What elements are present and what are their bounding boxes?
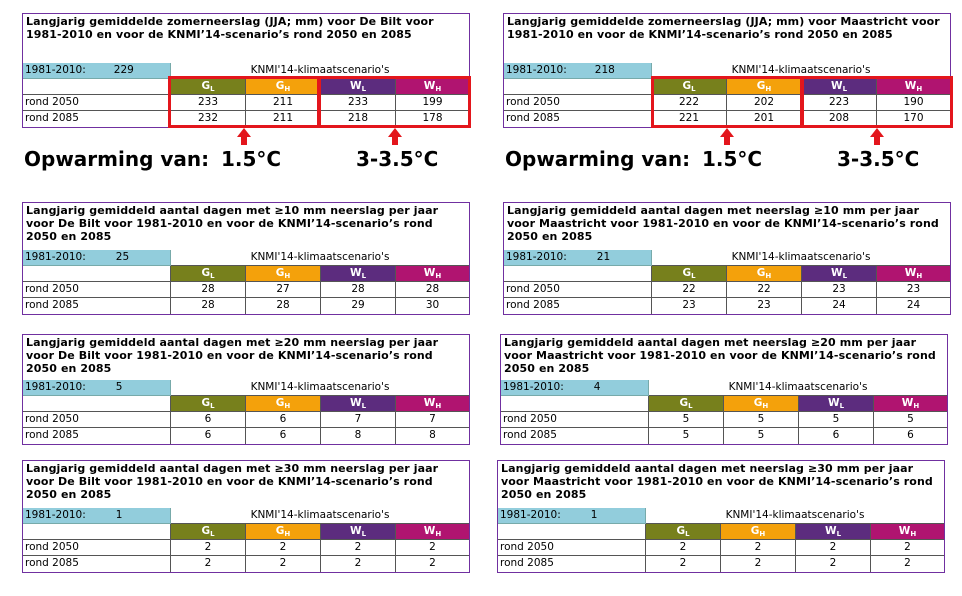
table-grid: 1981-2010: 4 KNMI'14-klimaatscenario's GL GH… — [501, 380, 947, 444]
scenario-wl-header: WL — [796, 524, 871, 540]
table-title: Langjarig gemiddelde zomerneerslag (JJA;… — [26, 15, 434, 41]
scenario-gl-header: GL — [652, 266, 727, 282]
table-row: rond 2050 233 211 233 199 — [23, 95, 469, 111]
table-maastricht-30mm: Langjarig gemiddeld aantal dagen met nee… — [497, 460, 945, 573]
table-grid: 1981-2010: 21 KNMI'14-klimaatscenario's GL G… — [504, 250, 950, 314]
scenario-gl-header: GL — [171, 396, 246, 412]
highlight-w-scenarios-debilt — [318, 76, 471, 128]
table-title: Langjarig gemiddeld aantal dagen met ≥20… — [26, 336, 439, 375]
table-row: rond 2050 222 202 223 190 — [504, 95, 950, 111]
table-row: rond 2085 23 23 24 24 — [504, 298, 950, 314]
scenario-wh-header: WH — [396, 266, 469, 282]
table-grid: 1981-2010: 5 KNMI'14-klimaatscenario's GL GH… — [23, 380, 469, 444]
scenario-wh-header: WH — [396, 524, 469, 540]
table-row: rond 2050 2 2 2 2 — [23, 540, 469, 556]
table-grid: 1981-2010: 229 KNMI'14-klimaatscenario's … — [23, 63, 469, 127]
table-debilt-30mm: Langjarig gemiddeld aantal dagen met ≥30… — [22, 460, 470, 573]
scenario-gl-header: GL — [171, 79, 246, 95]
table-title: Langjarig gemiddeld aantal dagen met ≥10… — [26, 204, 439, 243]
table-title: Langjarig gemiddeld aantal dagen met nee… — [504, 336, 936, 375]
table-row: rond 2050 28 27 28 28 — [23, 282, 469, 298]
scenario-wh-header: WH — [871, 524, 944, 540]
table-row: rond 2085 28 28 29 30 — [23, 298, 469, 314]
warming-label: Opwarming van: — [24, 147, 210, 171]
table-row: rond 2085 2 2 2 2 — [23, 556, 469, 572]
highlight-w-scenarios-maastricht — [801, 76, 953, 128]
table-maastricht-10mm: Langjarig gemiddeld aantal dagen met nee… — [503, 202, 951, 315]
scenario-wl-header: WL — [321, 79, 396, 95]
table-row: rond 2050 2 2 2 2 — [498, 540, 944, 556]
scenario-wh-header: WH — [877, 79, 950, 95]
scenario-wl-header: WL — [802, 79, 877, 95]
table-debilt-10mm: Langjarig gemiddeld aantal dagen met ≥10… — [22, 202, 470, 315]
highlight-g-scenarios-maastricht — [651, 76, 803, 128]
warming-w-value: 3-3.5°C — [837, 147, 920, 171]
table-grid: 1981-2010: 25 KNMI'14-klimaatscenario's GL G… — [23, 250, 469, 314]
table-maastricht-summer: Langjarig gemiddelde zomerneerslag (JJA;… — [503, 13, 951, 128]
table-grid: 1981-2010: 1 KNMI'14-klimaatscenario's GL GH… — [498, 508, 944, 572]
scenario-gl-header: GL — [652, 79, 727, 95]
table-title: Langjarig gemiddelde zomerneerslag (JJA;… — [507, 15, 940, 41]
scenario-gl-header: GL — [171, 524, 246, 540]
warming-g-value: 1.5°C — [221, 147, 282, 171]
table-maastricht-20mm: Langjarig gemiddeld aantal dagen met nee… — [500, 334, 948, 445]
table-row: rond 2050 22 22 23 23 — [504, 282, 950, 298]
scenario-gh-header: GH — [721, 524, 796, 540]
table-title: Langjarig gemiddeld aantal dagen met nee… — [507, 204, 939, 243]
scenario-wl-header: WL — [799, 396, 874, 412]
table-title: Langjarig gemiddeld aantal dagen met nee… — [501, 462, 933, 501]
scenario-gh-header: GH — [246, 396, 321, 412]
table-row: rond 2050 5 5 5 5 — [501, 412, 947, 428]
scenario-gh-header: GH — [724, 396, 799, 412]
scenario-gl-header: GL — [649, 396, 724, 412]
scenario-wh-header: WH — [396, 396, 469, 412]
scenario-gh-header: GH — [246, 266, 321, 282]
scenario-gl-header: GL — [171, 266, 246, 282]
highlight-g-scenarios-debilt — [168, 76, 320, 128]
table-debilt-20mm: Langjarig gemiddeld aantal dagen met ≥20… — [22, 334, 470, 445]
scenario-wh-header: WH — [396, 79, 469, 95]
table-debilt-summer: Langjarig gemiddelde zomerneerslag (JJA;… — [22, 13, 470, 128]
table-grid: 1981-2010: 1 KNMI'14-klimaatscenario's GL GH… — [23, 508, 469, 572]
scenario-wl-header: WL — [321, 396, 396, 412]
table-grid: 1981-2010: 218 KNMI'14-klimaatscenario's … — [504, 63, 950, 127]
warming-w-value: 3-3.5°C — [356, 147, 439, 171]
warming-label: Opwarming van: — [505, 147, 691, 171]
scenario-wl-header: WL — [321, 524, 396, 540]
scenario-gl-header: GL — [646, 524, 721, 540]
table-row: rond 2085 6 6 8 8 — [23, 428, 469, 444]
scenario-wl-header: WL — [321, 266, 396, 282]
table-row: rond 2050 6 6 7 7 — [23, 412, 469, 428]
table-title: Langjarig gemiddeld aantal dagen met ≥30… — [26, 462, 439, 501]
scenario-wh-header: WH — [874, 396, 947, 412]
table-row: rond 2085 5 5 6 6 — [501, 428, 947, 444]
table-row: rond 2085 2 2 2 2 — [498, 556, 944, 572]
scenario-wh-header: WH — [877, 266, 950, 282]
table-row: rond 2085 232 211 218 178 — [23, 111, 469, 127]
scenario-gh-header: GH — [246, 524, 321, 540]
warming-g-value: 1.5°C — [702, 147, 763, 171]
scenario-gh-header: GH — [727, 266, 802, 282]
scenario-wl-header: WL — [802, 266, 877, 282]
